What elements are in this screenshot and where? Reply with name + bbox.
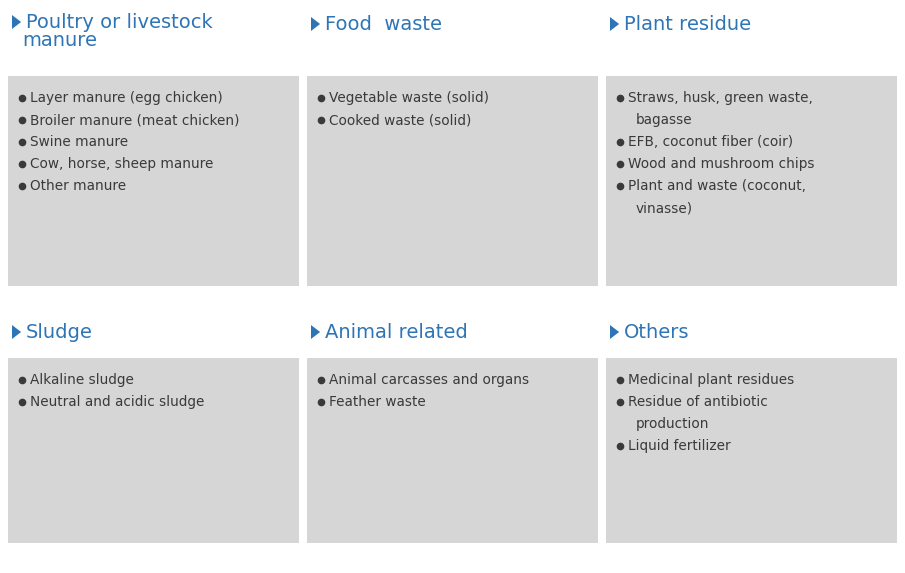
Text: Animal carcasses and organs: Animal carcasses and organs [329, 373, 529, 387]
Text: EFB, coconut fiber (coir): EFB, coconut fiber (coir) [628, 135, 793, 149]
FancyBboxPatch shape [606, 76, 897, 286]
Text: Poultry or livestock: Poultry or livestock [26, 13, 213, 32]
Text: Sludge: Sludge [26, 323, 93, 342]
FancyBboxPatch shape [307, 76, 598, 286]
Text: Layer manure (egg chicken): Layer manure (egg chicken) [30, 91, 223, 105]
Text: bagasse: bagasse [636, 113, 692, 127]
Text: Neutral and acidic sludge: Neutral and acidic sludge [30, 395, 205, 409]
Text: Feather waste: Feather waste [329, 395, 425, 409]
Polygon shape [311, 17, 320, 31]
Text: Others: Others [624, 323, 690, 342]
Text: Medicinal plant residues: Medicinal plant residues [628, 373, 795, 387]
FancyBboxPatch shape [8, 358, 299, 543]
Text: Cooked waste (solid): Cooked waste (solid) [329, 113, 472, 127]
Polygon shape [311, 325, 320, 339]
Text: Vegetable waste (solid): Vegetable waste (solid) [329, 91, 489, 105]
Text: Alkaline sludge: Alkaline sludge [30, 373, 134, 387]
FancyBboxPatch shape [606, 358, 897, 543]
Text: production: production [636, 417, 710, 431]
Text: Food  waste: Food waste [325, 14, 443, 33]
Text: Animal related: Animal related [325, 323, 468, 342]
Polygon shape [12, 15, 21, 29]
Text: Cow, horse, sheep manure: Cow, horse, sheep manure [30, 157, 214, 171]
Text: Other manure: Other manure [30, 179, 126, 193]
Polygon shape [610, 17, 619, 31]
Text: manure: manure [22, 32, 97, 50]
Text: Liquid fertilizer: Liquid fertilizer [628, 439, 730, 453]
FancyBboxPatch shape [307, 358, 598, 543]
Text: vinasse): vinasse) [636, 201, 693, 215]
Text: Plant and waste (coconut,: Plant and waste (coconut, [628, 179, 806, 193]
Text: Straws, husk, green waste,: Straws, husk, green waste, [628, 91, 813, 105]
FancyBboxPatch shape [8, 76, 299, 286]
Text: Wood and mushroom chips: Wood and mushroom chips [628, 157, 814, 171]
Text: Swine manure: Swine manure [30, 135, 129, 149]
Text: Broiler manure (meat chicken): Broiler manure (meat chicken) [30, 113, 240, 127]
Text: Residue of antibiotic: Residue of antibiotic [628, 395, 767, 409]
Polygon shape [610, 325, 619, 339]
Polygon shape [12, 325, 21, 339]
Text: Plant residue: Plant residue [624, 14, 751, 33]
